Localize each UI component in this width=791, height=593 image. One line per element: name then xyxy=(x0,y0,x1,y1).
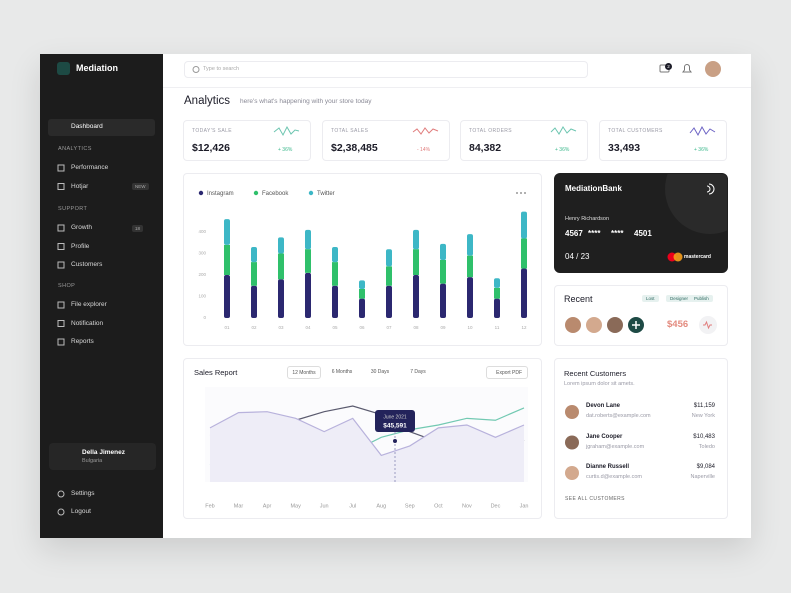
customer-email: jgraham@example.com xyxy=(586,443,645,450)
stat-label: TOTAL ORDERS xyxy=(469,128,513,134)
sales-title: Sales Report xyxy=(194,368,238,377)
customer-name: Dianne Russell xyxy=(586,464,630,470)
nav-item[interactable]: Performance xyxy=(71,164,109,171)
card-number: 4567 xyxy=(565,229,583,238)
stat-change: + 36% xyxy=(555,147,570,153)
nav-section-title: SUPPORT xyxy=(58,206,88,212)
stat-change: + 36% xyxy=(278,147,293,153)
stat-label: TOTAL CUSTOMERS xyxy=(608,128,663,134)
stat-label: TOTAL SALES xyxy=(331,128,369,134)
nav-badge: 18 xyxy=(132,224,144,232)
stat-value: 84,382 xyxy=(469,142,502,154)
recent-amount: $456 xyxy=(667,319,689,330)
customer-name: Devon Lane xyxy=(586,403,621,409)
nav-section-title: SHOP xyxy=(58,283,76,289)
stat-card xyxy=(460,120,588,161)
customer-city: Naperville xyxy=(690,474,715,480)
nav-item[interactable]: Growth xyxy=(71,224,92,231)
customer-email: dat.roberts@example.com xyxy=(586,413,651,419)
nav-item[interactable]: Reports xyxy=(71,338,94,345)
customer-amount: $9,084 xyxy=(696,464,715,470)
tag[interactable]: Designer xyxy=(666,295,693,302)
tag[interactable]: Publish xyxy=(690,295,713,302)
brand-name: Mediation xyxy=(76,63,118,73)
nav-item[interactable]: Customers xyxy=(71,261,103,268)
user-location: Bulgaria xyxy=(82,458,103,464)
page-title: Analytics xyxy=(184,95,231,107)
nav-item[interactable]: File explorer xyxy=(71,301,107,308)
bank-name: MediationBank xyxy=(565,184,622,193)
stat-card xyxy=(599,120,727,161)
export-button[interactable]: Export PDF xyxy=(486,366,528,379)
stat-label: TODAY'S SALE xyxy=(192,128,233,134)
nav-item[interactable]: Dashboard xyxy=(71,123,103,130)
nav-badge: NEW xyxy=(132,183,149,190)
tab[interactable]: 12 Months xyxy=(287,366,321,379)
tag[interactable]: Lost xyxy=(642,295,659,302)
nav-item[interactable]: Settings xyxy=(71,490,95,497)
card-holder: Henry Richardson xyxy=(565,216,610,222)
bank-card xyxy=(554,173,728,273)
stat-change: - 14% xyxy=(417,147,431,153)
user-box xyxy=(49,443,156,470)
customers-card xyxy=(554,358,728,519)
nav-active-bg xyxy=(48,119,155,136)
stat-change: + 36% xyxy=(694,147,709,153)
nav-item[interactable]: Logout xyxy=(71,508,91,515)
see-all-link[interactable]: SEE ALL CUSTOMERS xyxy=(565,496,625,502)
customer-city: Toledo xyxy=(698,443,715,450)
recent-title: Recent xyxy=(564,294,593,304)
card-decoration xyxy=(665,174,727,234)
notification-badge: 2 xyxy=(665,63,672,70)
customers-subtitle: Lorem ipsum dolor sit amets. xyxy=(564,381,635,387)
stat-value: $2,38,485 xyxy=(331,142,378,154)
search-placeholder: Type to search xyxy=(203,66,240,72)
customer-email: curtis.d@example.com xyxy=(586,474,643,480)
bar-chart-card xyxy=(183,173,542,346)
nav-item[interactable]: Hotjar xyxy=(71,182,89,190)
stat-card xyxy=(183,120,311,161)
user-name: Della Jimenez xyxy=(82,449,125,456)
divider xyxy=(163,87,751,88)
card-number: **** xyxy=(588,229,601,238)
nav-section-title: ANALYTICS xyxy=(58,146,92,152)
card-expiry: 04 / 23 xyxy=(565,252,590,261)
nav-item[interactable]: Profile xyxy=(71,242,90,250)
search-box[interactable] xyxy=(184,61,588,78)
customer-amount: $10,483 xyxy=(693,433,715,440)
page-subtitle: here's what's happening with your store … xyxy=(240,98,372,105)
nav-item[interactable]: Notification xyxy=(71,319,104,327)
customers-title: Recent Customers xyxy=(564,369,627,378)
tab[interactable]: 6 Months xyxy=(331,369,353,375)
customer-city: New York xyxy=(691,413,715,419)
stat-card xyxy=(322,120,450,161)
stat-value: 33,493 xyxy=(608,142,641,154)
stat-value: $12,426 xyxy=(192,142,230,154)
customer-name: Jane Cooper xyxy=(586,433,623,440)
sales-report-card xyxy=(183,358,542,519)
card-number: **** xyxy=(611,229,624,238)
card-network: mastercard xyxy=(684,254,711,260)
customer-amount: $11,159 xyxy=(693,403,715,409)
tab[interactable]: 7 Days xyxy=(410,369,426,375)
tab[interactable]: 30 Days xyxy=(370,369,390,375)
card-number: 4501 xyxy=(634,229,652,238)
